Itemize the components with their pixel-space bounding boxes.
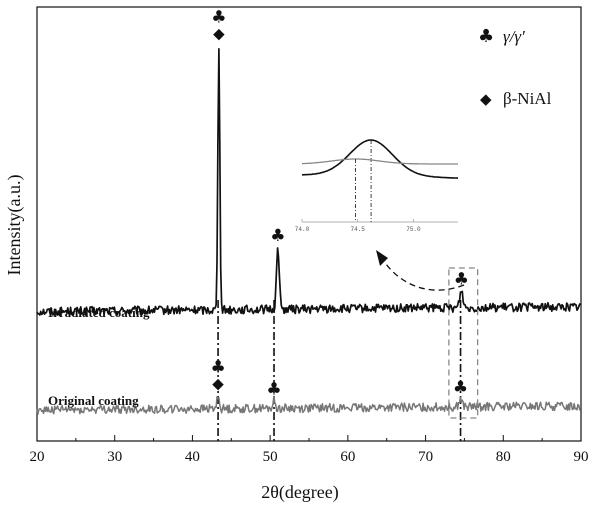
- y-axis-title: Intensity(a.u.): [4, 175, 25, 276]
- series-line-irradiated: [36, 47, 582, 317]
- gamma-peak-marker: ♣: [270, 226, 285, 246]
- series-line-original: [36, 395, 581, 415]
- x-tick-label: 90: [574, 449, 589, 465]
- legend-symbol-gamma: ♣: [478, 26, 494, 47]
- x-tick-label: 30: [107, 449, 122, 465]
- x-tick-label: 50: [263, 449, 278, 465]
- inset-tick-label: 74.0: [295, 226, 310, 233]
- x-tick-label: 40: [185, 449, 200, 465]
- legend-label-gamma: γ/γ′: [503, 27, 525, 46]
- zoom-arrowhead: [376, 250, 388, 266]
- gamma-peak-marker: ♣: [210, 358, 225, 378]
- legend-symbol-beta: ◆: [480, 90, 492, 108]
- x-tick-label: 70: [418, 449, 433, 465]
- peak-markers: ♣◆♣♣♣◆ ♣ ♣: [210, 8, 468, 400]
- legend: ♣ γ/γ′ ◆ β-NiAl: [478, 26, 552, 108]
- gamma-peak-marker: ♣: [211, 8, 226, 28]
- beta-nial-peak-marker: ◆: [212, 375, 224, 393]
- series-group: [36, 47, 582, 415]
- legend-label-beta: β-NiAl: [503, 89, 552, 108]
- inset-tick-label: 75.0: [406, 226, 421, 233]
- inset-panel: 74.0 74.5 75.0: [295, 139, 458, 233]
- beta-nial-peak-marker: ◆: [213, 25, 225, 43]
- zoom-arrow: [382, 259, 465, 291]
- inset-curve-irradiated: [302, 139, 458, 179]
- x-axis: 20 30 40 50 60 70 80 90: [30, 435, 589, 465]
- inset-tick-label: 74.5: [351, 226, 366, 233]
- series-label-irradiated: Irradiated coating: [48, 305, 150, 320]
- gamma-peak-marker: ♣: [266, 380, 281, 400]
- zoom-box: [448, 267, 479, 419]
- x-tick-label: 80: [496, 449, 511, 465]
- dashdot-reference-lines: [217, 300, 462, 441]
- gamma-peak-marker: ♣: [453, 378, 468, 398]
- gamma-peak-marker: ♣: [454, 270, 469, 290]
- series-label-original: Original coating: [48, 393, 139, 408]
- inset-curve-original: [302, 158, 458, 165]
- x-axis-title: 2θ(degree): [261, 482, 339, 503]
- plot-frame: [36, 6, 582, 442]
- x-tick-label: 20: [30, 449, 45, 465]
- x-tick-label: 60: [340, 449, 355, 465]
